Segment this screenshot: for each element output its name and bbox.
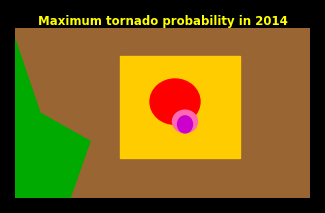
Polygon shape	[15, 28, 310, 198]
Ellipse shape	[173, 110, 198, 133]
Ellipse shape	[150, 79, 200, 124]
Polygon shape	[120, 56, 240, 158]
Polygon shape	[15, 39, 90, 198]
Title: Maximum tornado probability in 2014: Maximum tornado probability in 2014	[38, 15, 287, 28]
Ellipse shape	[177, 116, 192, 133]
